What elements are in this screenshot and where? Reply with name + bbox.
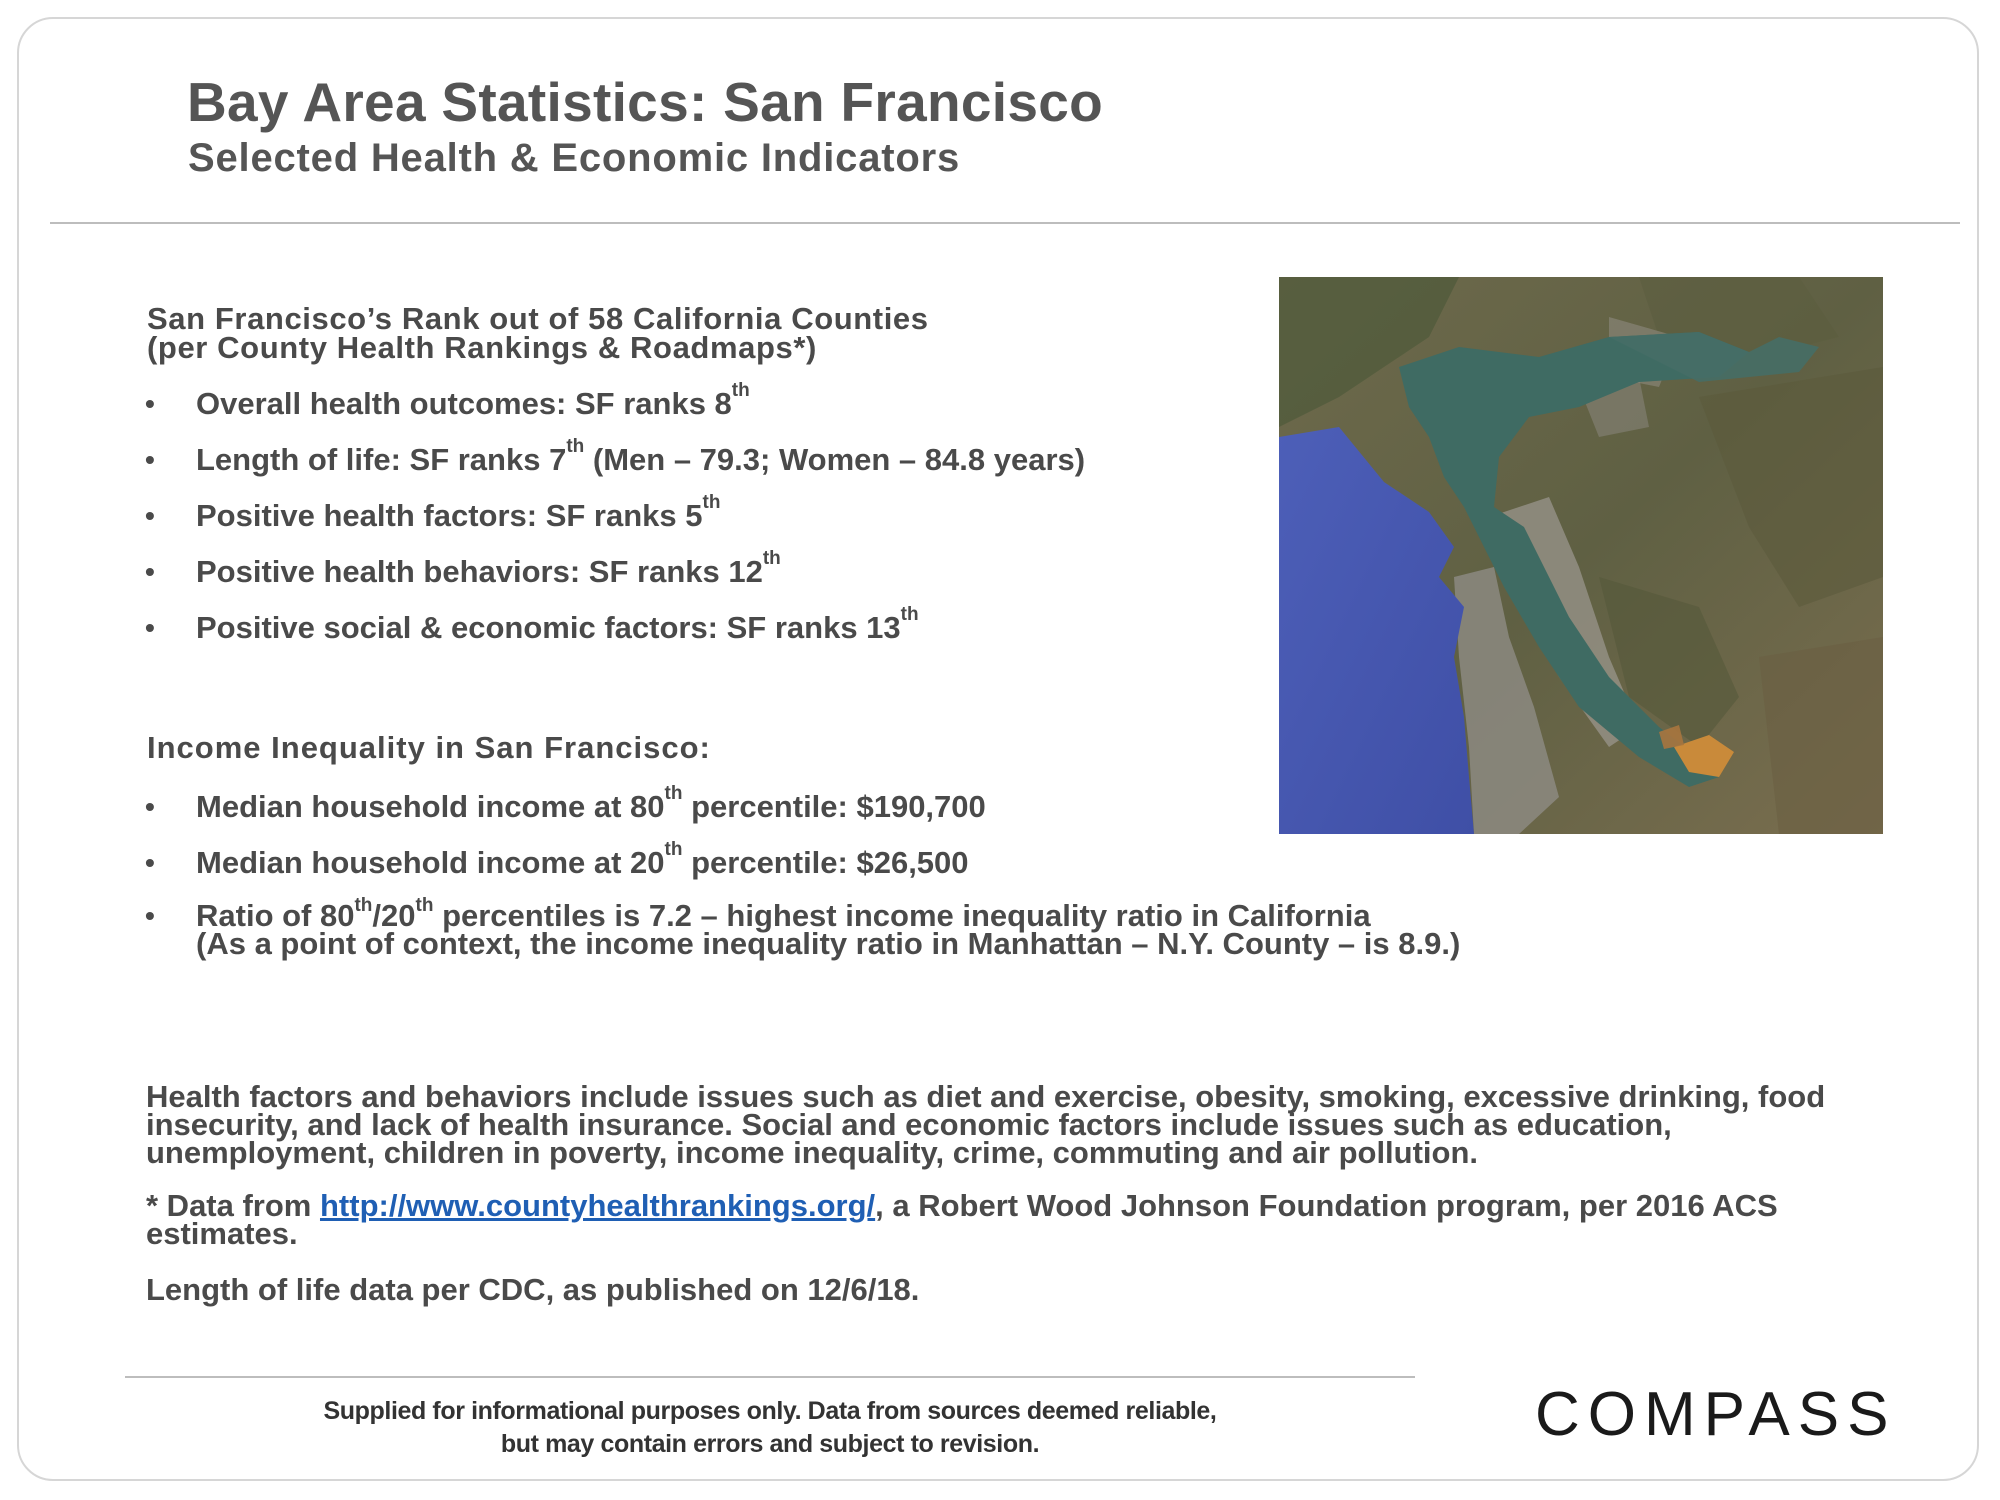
list-item: Median household income at 20th percenti… <box>145 840 1460 902</box>
page-subtitle: Selected Health & Economic Indicators <box>188 136 961 180</box>
factors-note: Health factors and behaviors include iss… <box>146 1079 1826 1170</box>
list-item: Positive health factors: SF ranks 5th <box>145 493 1085 555</box>
rank-heading-line2: (per County Health Rankings & Roadmaps*) <box>147 330 817 365</box>
bay-area-satellite-map <box>1279 277 1883 834</box>
list-item: Ratio of 80th/20th percentiles is 7.2 – … <box>145 896 1460 959</box>
disclaimer: Supplied for informational purposes only… <box>323 1397 1217 1458</box>
rank-list: Overall health outcomes: SF ranks 8th Le… <box>145 381 1085 667</box>
income-list: Median household income at 80th percenti… <box>145 784 1460 959</box>
page-title: Bay Area Statistics: San Francisco <box>187 71 1104 133</box>
list-item: Positive health behaviors: SF ranks 12th <box>145 549 1085 611</box>
source-link[interactable]: http://www.countyhealthrankings.org/ <box>319 1188 876 1223</box>
footer-divider <box>125 1376 1415 1378</box>
header-divider <box>50 222 1960 224</box>
rank-heading-line1: San Francisco’s Rank out of 58 Californi… <box>147 301 929 336</box>
data-source-note: * Data from http://www.countyhealthranki… <box>146 1188 1778 1251</box>
list-item: Length of life: SF ranks 7th (Men – 79.3… <box>145 437 1085 499</box>
compass-logo: COMPASS <box>1535 1373 1905 1453</box>
cdc-note: Length of life data per CDC, as publishe… <box>146 1272 920 1307</box>
income-section-heading: Income Inequality in San Francisco: <box>147 730 711 765</box>
list-item: Overall health outcomes: SF ranks 8th <box>145 381 1085 443</box>
svg-text:COMPASS: COMPASS <box>1535 1380 1896 1449</box>
list-item: Positive social & economic factors: SF r… <box>145 605 1085 667</box>
list-item: Median household income at 80th percenti… <box>145 784 1460 846</box>
rank-section-heading: San Francisco’s Rank out of 58 Californi… <box>147 301 929 365</box>
